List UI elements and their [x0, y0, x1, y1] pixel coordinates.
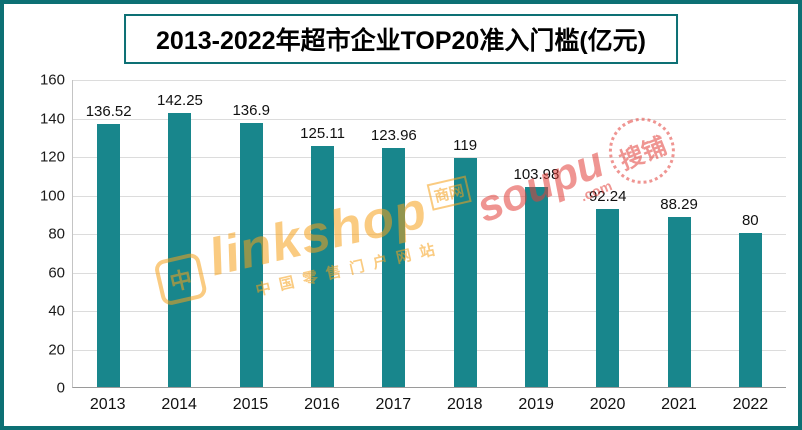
x-axis-tick: 2019: [518, 396, 554, 413]
x-axis-labels: 2013 2014 2015 2016 2017 2018 2019 2020 2021 2022: [72, 396, 786, 414]
bar: [667, 217, 691, 387]
y-axis-tick: 60: [48, 264, 65, 281]
bar-value-label: 119: [453, 136, 478, 154]
bar-value-label: 125.11: [300, 125, 345, 143]
bar-value-label: 80: [741, 212, 759, 229]
x-axis-tick: 2016: [304, 396, 340, 413]
gridline: [73, 80, 786, 81]
gridline: [73, 118, 786, 120]
x-axis-tick: 2014: [161, 396, 197, 413]
y-axis-tick: 80: [48, 225, 65, 243]
gridline: [73, 311, 786, 312]
bar: [311, 146, 335, 387]
gridline: [73, 195, 786, 197]
bar-value-label: 136.9: [232, 102, 271, 120]
bar-slot: 88.29: [643, 80, 714, 387]
bar-slot: 123.96: [358, 80, 429, 387]
bars-row: 136.52 142.25 136.9 125.11 123.96 119 103.98 92…: [73, 80, 786, 387]
plot-area: 136.52 142.25 136.9 125.11 123.96 119 103.98 92…: [40, 72, 786, 397]
bar-value-label: 92.24: [588, 188, 627, 206]
bar-slot: 136.52: [73, 80, 144, 387]
bar-value-label: 88.29: [660, 196, 698, 214]
bar: [524, 186, 548, 387]
bar-slot: 119: [429, 80, 500, 387]
bar-value-label: 136.52: [85, 103, 132, 121]
bar-slot: 125.11: [287, 80, 358, 387]
x-axis-tick: 2021: [661, 396, 697, 413]
y-axis-tick: 140: [39, 110, 65, 127]
y-axis-tick: 0: [56, 379, 65, 397]
bar-value-label: 103.98: [513, 165, 560, 183]
bar-slot: 92.24: [572, 80, 643, 387]
bar-slot: 142.25: [144, 80, 215, 387]
bar-slot: 103.98: [501, 80, 572, 387]
x-axis-tick: 2018: [446, 396, 483, 413]
chart-title: 2013-2022年超市企业TOP20准入门槛(亿元): [124, 14, 678, 64]
y-axis-tick: 20: [48, 341, 65, 358]
x-axis-tick: 2013: [89, 396, 126, 413]
gridline: [73, 349, 786, 351]
bar: [168, 113, 192, 387]
gridline: [73, 157, 786, 158]
bar-slot: 80: [715, 80, 786, 387]
bar: [453, 157, 477, 387]
bar-value-label: 123.96: [370, 127, 417, 145]
gridline: [73, 234, 786, 235]
y-axis-tick: 120: [39, 148, 65, 166]
bar: [382, 148, 406, 387]
y-axis-tick: 100: [39, 187, 65, 204]
bar-slot: 136.9: [216, 80, 287, 387]
bar: [738, 233, 762, 387]
bar: [239, 123, 263, 387]
gridline: [73, 272, 786, 274]
x-axis-tick: 2020: [589, 396, 626, 413]
bar: [596, 209, 620, 387]
y-axis-tick: 160: [39, 71, 65, 89]
bar-value-label: 142.25: [157, 92, 203, 110]
y-axis-tick: 40: [48, 302, 65, 320]
x-axis-tick: 2022: [732, 396, 769, 413]
x-axis-tick: 2017: [375, 396, 412, 413]
x-axis-tick: 2015: [232, 396, 269, 413]
bar: [97, 124, 121, 387]
